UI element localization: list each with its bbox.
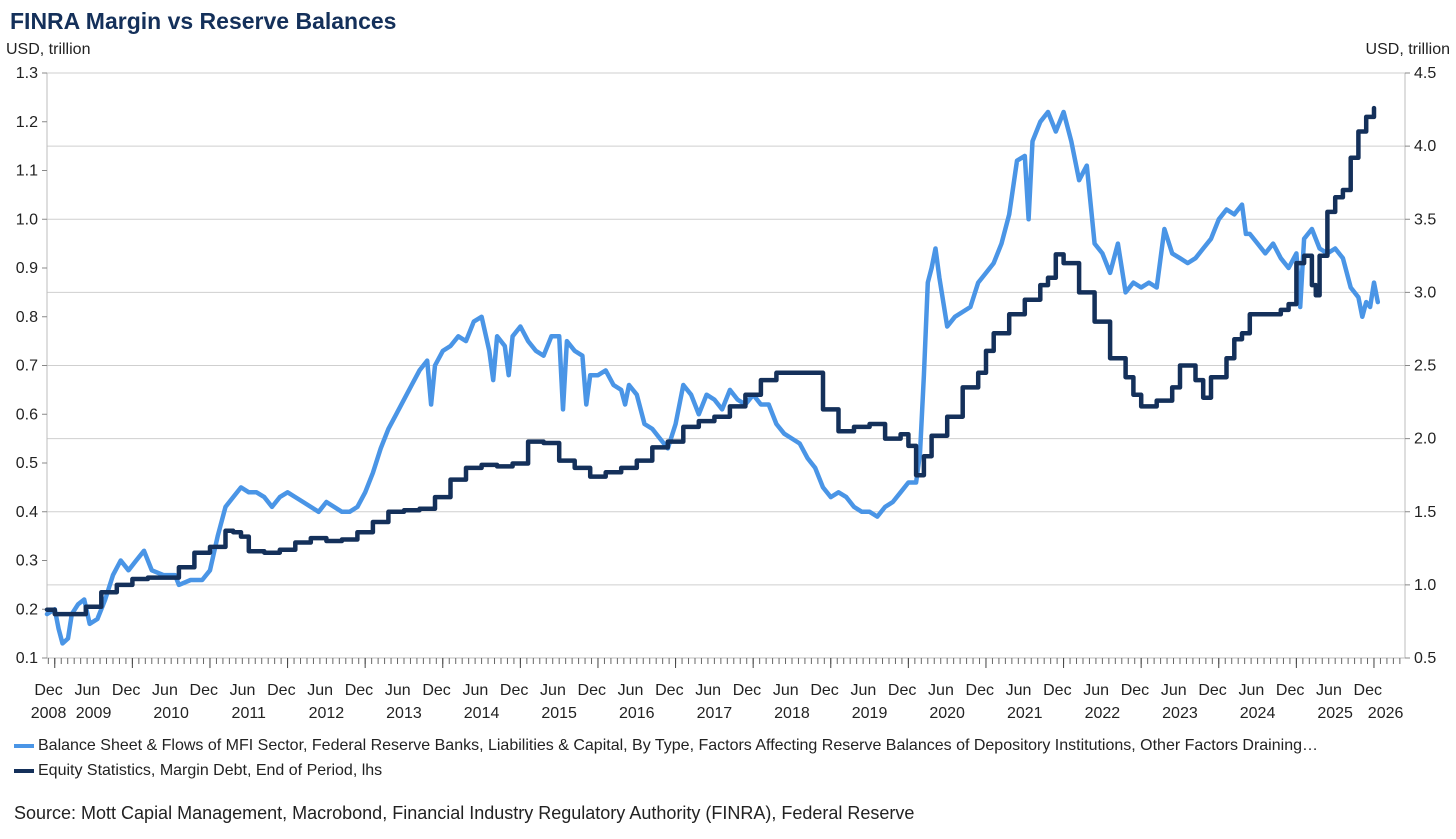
x-month-label: Dec: [1121, 682, 1149, 699]
x-month-label: Jun: [1161, 682, 1187, 699]
legend-swatch-reserve-balances: [14, 744, 34, 748]
left-tick-label: 1.1: [16, 163, 38, 180]
x-year-label: 2023: [1162, 705, 1198, 722]
x-year-label: 2014: [464, 705, 500, 722]
x-month-label: Dec: [578, 682, 606, 699]
x-year-label: 2025: [1317, 705, 1353, 722]
x-year-label: 2026: [1368, 705, 1404, 722]
left-tick-label: 0.4: [16, 504, 38, 521]
x-month-label: Dec: [190, 682, 218, 699]
x-month-label: Dec: [267, 682, 295, 699]
x-month-label: Dec: [500, 682, 528, 699]
left-tick-label: 0.8: [16, 309, 38, 326]
left-axis-unit-label: USD, trillion: [6, 41, 91, 58]
right-tick-label: 1.0: [1414, 577, 1436, 594]
legend-label-reserve-balances: Balance Sheet & Flows of MFI Sector, Fed…: [38, 737, 1318, 754]
x-month-label: Jun: [540, 682, 566, 699]
x-month-label: Jun: [307, 682, 333, 699]
x-month-label: Jun: [152, 682, 178, 699]
x-month-label: Jun: [230, 682, 256, 699]
source-note: Source: Mott Capial Management, Macrobon…: [14, 803, 915, 823]
left-tick-label: 0.1: [16, 650, 38, 667]
right-tick-label: 3.0: [1414, 284, 1436, 301]
x-year-label: 2018: [774, 705, 810, 722]
x-year-label: 2008: [31, 705, 67, 722]
x-year-label: 2022: [1085, 705, 1121, 722]
left-tick-label: 0.9: [16, 260, 38, 277]
x-year-label: 2016: [619, 705, 655, 722]
x-year-label: 2024: [1240, 705, 1276, 722]
right-tick-label: 4.0: [1414, 138, 1436, 155]
legend-swatch-margin-debt: [14, 769, 34, 773]
left-tick-label: 0.6: [16, 406, 38, 423]
x-month-label: Jun: [1083, 682, 1109, 699]
chart-title: FINRA Margin vs Reserve Balances: [10, 8, 397, 34]
x-month-label: Jun: [74, 682, 100, 699]
x-year-label: 2013: [386, 705, 422, 722]
x-month-label: Jun: [618, 682, 644, 699]
x-month-label: Jun: [928, 682, 954, 699]
left-tick-label: 1.3: [16, 65, 38, 82]
series-line-margin-debt: [44, 105, 1377, 617]
legend-item-margin-debt: Equity Statistics, Margin Debt, End of P…: [14, 762, 382, 780]
right-tick-label: 0.5: [1414, 650, 1436, 667]
x-year-label: 2019: [852, 705, 888, 722]
x-month-label: Dec: [655, 682, 683, 699]
x-month-label: Dec: [810, 682, 838, 699]
left-tick-label: 0.7: [16, 358, 38, 375]
x-month-label: Dec: [422, 682, 450, 699]
x-month-label: Dec: [112, 682, 140, 699]
x-month-label: Dec: [888, 682, 916, 699]
right-tick-label: 2.5: [1414, 358, 1436, 375]
x-year-label: 2017: [697, 705, 733, 722]
left-tick-label: 0.5: [16, 455, 38, 472]
right-tick-label: 4.5: [1414, 65, 1436, 82]
left-tick-label: 1.0: [16, 211, 38, 228]
x-year-label: 2009: [76, 705, 112, 722]
x-month-label: Jun: [695, 682, 721, 699]
left-tick-label: 1.2: [16, 114, 38, 131]
right-tick-label: 3.5: [1414, 211, 1436, 228]
x-month-label: Jun: [1238, 682, 1264, 699]
legend-label-margin-debt: Equity Statistics, Margin Debt, End of P…: [38, 762, 383, 779]
x-month-label: Dec: [1043, 682, 1071, 699]
series-line-reserve-balances: [44, 109, 1381, 646]
x-year-label: 2015: [541, 705, 577, 722]
right-tick-label: 1.5: [1414, 504, 1436, 521]
x-month-label: Dec: [1198, 682, 1226, 699]
x-month-label: Dec: [1276, 682, 1304, 699]
x-month-label: Jun: [462, 682, 488, 699]
x-year-label: 2020: [929, 705, 965, 722]
x-year-label: 2021: [1007, 705, 1043, 722]
x-month-label: Jun: [385, 682, 411, 699]
x-month-label: Dec: [1354, 682, 1382, 699]
x-month-label: Dec: [966, 682, 994, 699]
right-tick-label: 2.0: [1414, 431, 1436, 448]
x-year-label: 2012: [309, 705, 345, 722]
right-axis-unit-label: USD, trillion: [1365, 41, 1450, 58]
legend-item-reserve-balances: Balance Sheet & Flows of MFI Sector, Fed…: [14, 737, 1318, 755]
x-year-label: 2010: [153, 705, 189, 722]
left-tick-label: 0.3: [16, 553, 38, 570]
x-month-label: Dec: [34, 682, 62, 699]
x-month-label: Dec: [733, 682, 761, 699]
x-year-label: 2011: [232, 705, 267, 722]
x-month-label: Jun: [1006, 682, 1032, 699]
x-month-label: Dec: [345, 682, 373, 699]
x-month-label: Jun: [1316, 682, 1342, 699]
left-tick-label: 0.2: [16, 601, 38, 618]
x-month-label: Jun: [773, 682, 799, 699]
x-month-label: Jun: [850, 682, 876, 699]
